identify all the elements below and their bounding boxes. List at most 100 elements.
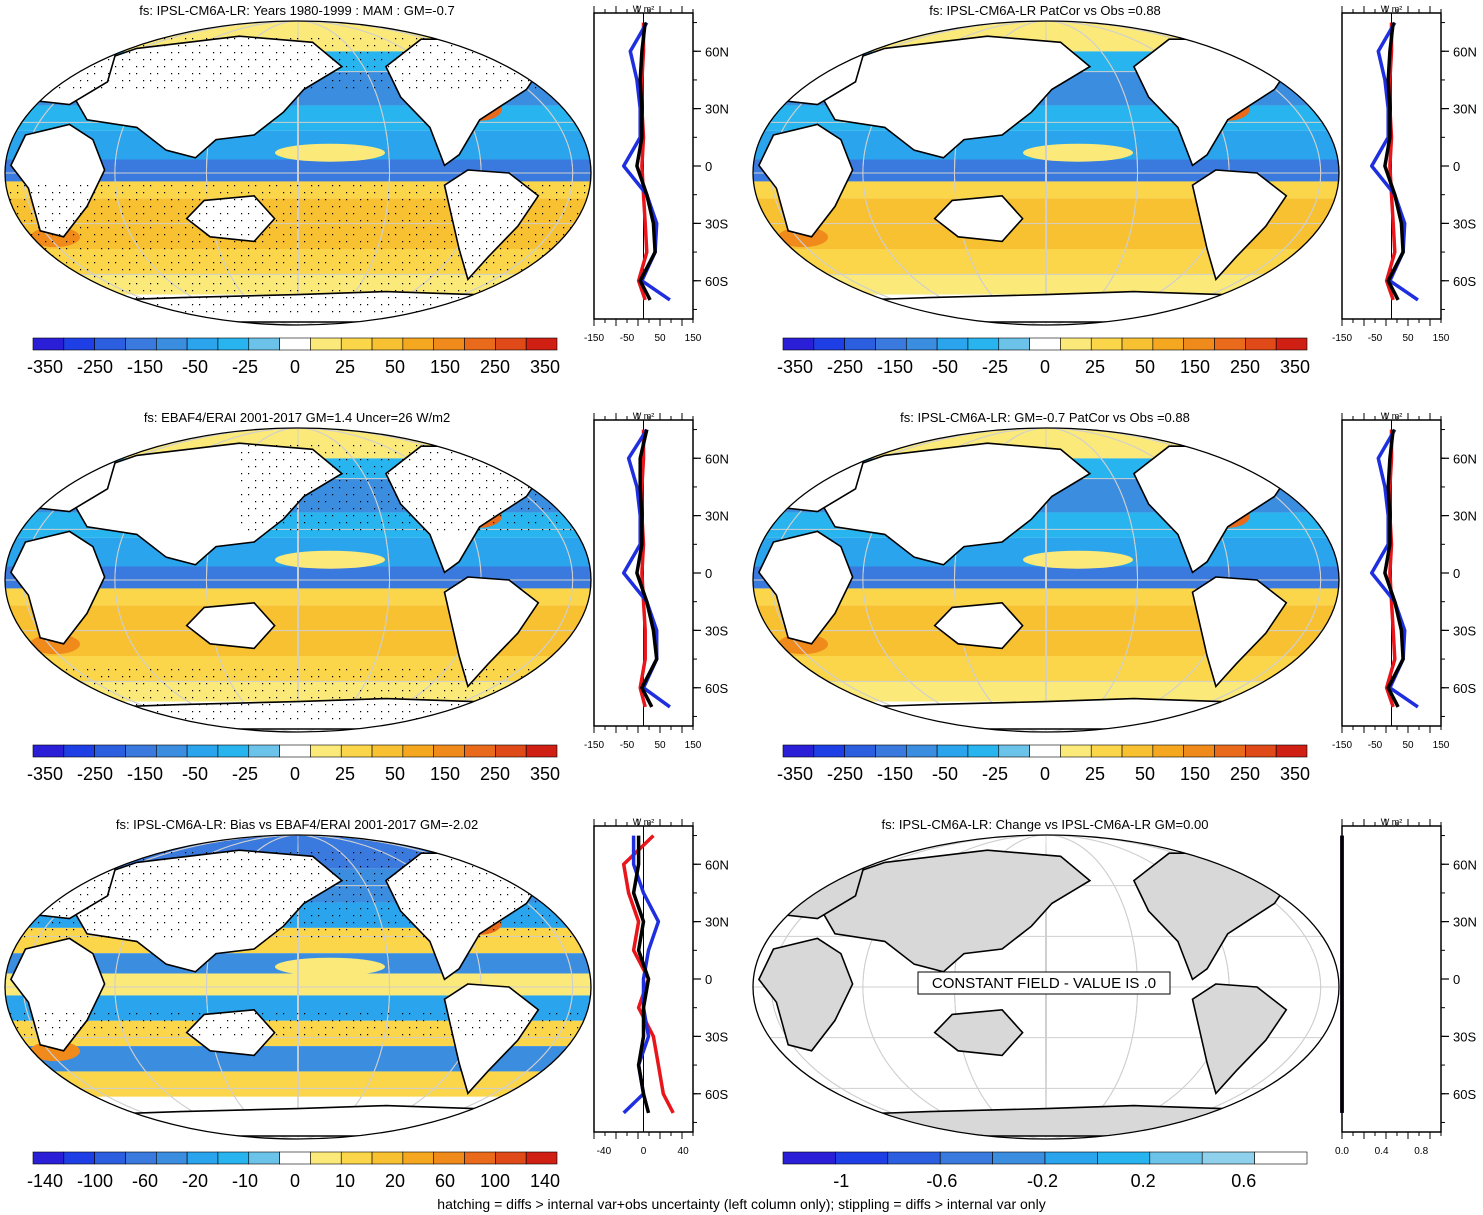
continent-green xyxy=(525,430,569,460)
lat-tick-label: 60S xyxy=(1453,274,1476,289)
colorbar-swatch xyxy=(1245,337,1277,351)
colorbar-label: 0 xyxy=(290,1171,300,1191)
colorbar-2: -350 -250 -150 -50 -25 0 25 50 150 250 350 xyxy=(777,337,1310,377)
continent-samer xyxy=(443,983,540,1096)
continent-green xyxy=(1273,430,1317,460)
constant-field-label: CONSTANT FIELD - VALUE IS .0 xyxy=(932,975,1156,992)
map-field xyxy=(753,21,1339,325)
colorbar-swatch xyxy=(1214,337,1246,351)
map-border xyxy=(752,834,1340,1140)
panel-1-title: fs: IPSL-CM6A-LR: Years 1980-1999 : MAM … xyxy=(139,3,455,18)
colorbar-swatch xyxy=(998,337,1030,351)
graticule-lon xyxy=(953,428,1139,732)
profile-line-black xyxy=(631,835,651,1114)
field-band xyxy=(5,1046,591,1072)
profile-units: W m² xyxy=(1381,817,1403,827)
continent-antarc xyxy=(48,1104,548,1137)
continent-austral xyxy=(185,194,276,243)
zonal-profile-3: W m² 60N 30N 0 30S 60S -150 -50 50 150 xyxy=(584,411,729,751)
colorbar-label: -0.6 xyxy=(926,1171,957,1191)
colorbar-swatch xyxy=(782,1151,836,1165)
profile-units: W m² xyxy=(1381,4,1403,14)
colorbar-swatch xyxy=(1152,744,1185,758)
field-band xyxy=(5,656,591,682)
colorbar-swatch xyxy=(936,337,969,351)
colorbar-label: 0.2 xyxy=(1131,1171,1156,1191)
colorbar-swatch xyxy=(371,337,404,351)
colorbar-4: -350 -250 -150 -50 -25 0 25 50 150 250 350 xyxy=(777,744,1310,784)
continent-africa xyxy=(757,530,854,645)
lat-tick-label: 30N xyxy=(1453,102,1477,117)
lat-tick-label: 60S xyxy=(705,681,728,696)
continent-green xyxy=(525,837,569,867)
colorbar-swatch xyxy=(186,744,219,758)
graticule-lon xyxy=(297,428,299,732)
colorbar-label: 50 xyxy=(1135,764,1155,784)
continent-austral xyxy=(185,1008,276,1057)
colorbar-swatch xyxy=(217,1151,250,1165)
colorbar-5: -140 -100 -60 -20 -10 0 10 20 60 100 140 xyxy=(27,1151,560,1191)
lat-tick-label: 30S xyxy=(1453,623,1476,638)
colorbar-label: 25 xyxy=(1085,357,1105,377)
colorbar-label: 250 xyxy=(1230,357,1260,377)
colorbar-swatch xyxy=(939,1151,993,1165)
map-field xyxy=(5,428,591,732)
colorbar-label: -150 xyxy=(127,764,163,784)
map-panel-5 xyxy=(4,834,592,1140)
colorbar-swatch xyxy=(279,1151,311,1165)
x-tick-label: 0.8 xyxy=(1414,1146,1428,1157)
x-tick-label: 150 xyxy=(1433,333,1450,344)
colorbar-label: 10 xyxy=(335,1171,355,1191)
panel-6-title: fs: IPSL-CM6A-LR: Change vs IPSL-CM6A-LR… xyxy=(881,817,1209,832)
colorbar-label: -0.2 xyxy=(1027,1171,1058,1191)
lat-tick-label: 30S xyxy=(705,1029,728,1044)
colorbar-swatch xyxy=(1149,1151,1203,1165)
colorbar-swatch xyxy=(525,1151,558,1165)
colorbar-label: 0 xyxy=(1040,764,1050,784)
colorbar-swatch xyxy=(186,1151,219,1165)
lat-tick-label: 0 xyxy=(1453,159,1460,174)
colorbar-swatch xyxy=(340,744,373,758)
colorbar-label: -25 xyxy=(982,357,1008,377)
colorbar-swatch xyxy=(525,744,558,758)
colorbar-swatch xyxy=(310,744,342,758)
colorbar-label: -1 xyxy=(833,1171,849,1191)
lat-tick-label: 30N xyxy=(705,509,729,524)
colorbar-label: 250 xyxy=(1230,764,1260,784)
colorbar-swatch xyxy=(63,337,95,351)
map-panel-1 xyxy=(4,20,592,326)
lat-tick-label: 60N xyxy=(1453,857,1477,872)
zonal-profile-6: W m² 60N 30N 0 30S 60S 0.0 0.4 0.8 xyxy=(1335,817,1477,1157)
colorbar-label: 25 xyxy=(335,764,355,784)
map-panel-4 xyxy=(752,427,1340,733)
colorbar-swatch xyxy=(1029,337,1061,351)
colorbar-swatch xyxy=(1044,1151,1098,1165)
lat-tick-label: 30N xyxy=(705,915,729,930)
continent-austral xyxy=(933,1008,1024,1057)
colorbar-label: 150 xyxy=(430,764,460,784)
colorbar-swatch xyxy=(248,337,280,351)
map-border xyxy=(4,20,592,326)
x-tick-label: -150 xyxy=(1332,740,1352,751)
continent-samer xyxy=(1191,576,1288,689)
x-tick-label: 0 xyxy=(641,1146,647,1157)
colorbar-label: 0 xyxy=(290,764,300,784)
profile-line-black xyxy=(1383,429,1405,708)
field-anomaly xyxy=(1023,550,1133,569)
colorbar-swatch xyxy=(967,337,1000,351)
colorbar-label: 250 xyxy=(480,357,510,377)
continent-austral xyxy=(933,194,1024,243)
x-tick-label: 50 xyxy=(1402,740,1414,751)
graticule-lon xyxy=(1045,428,1047,732)
lat-tick-label: 0 xyxy=(1453,972,1460,987)
zonal-profile-1: W m² 60N 30N 0 30S 60S -150 -50 50 150 xyxy=(584,4,729,344)
colorbar-swatch xyxy=(32,744,65,758)
graticule-lon xyxy=(205,428,391,732)
map-border xyxy=(4,834,592,1140)
colorbar-3: -350 -250 -150 -50 -25 0 25 50 150 250 350 xyxy=(27,744,560,784)
field-anomaly xyxy=(275,957,385,976)
zonal-profile-4: W m² 60N 30N 0 30S 60S -150 -50 50 150 xyxy=(1332,411,1477,751)
map-panel-6: CONSTANT FIELD - VALUE IS .0 xyxy=(752,834,1340,1140)
colorbar-swatch xyxy=(340,1151,373,1165)
map-panel-2 xyxy=(752,20,1340,326)
